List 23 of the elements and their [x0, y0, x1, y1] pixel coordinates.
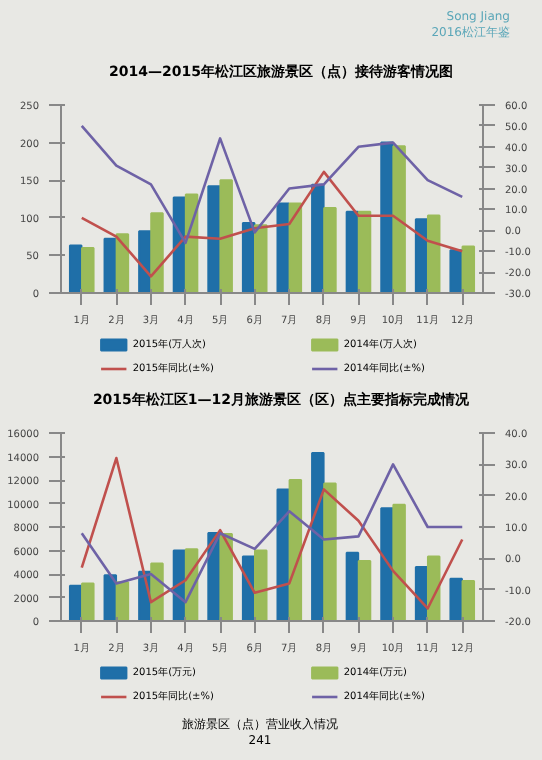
bar — [357, 210, 372, 293]
line-series — [80, 170, 464, 278]
bar — [254, 224, 268, 293]
bar — [81, 246, 95, 293]
line-series — [80, 124, 464, 245]
bar — [219, 179, 233, 293]
bar — [81, 582, 95, 621]
bar — [276, 202, 290, 293]
bar — [449, 577, 463, 621]
bar — [461, 580, 476, 621]
bar — [276, 488, 290, 621]
bar — [219, 533, 233, 621]
bar — [323, 207, 337, 293]
bar — [426, 214, 441, 293]
bar — [461, 245, 476, 293]
bar — [357, 560, 372, 621]
bar — [392, 145, 406, 293]
bar — [323, 482, 337, 621]
bar — [288, 202, 303, 293]
bar — [150, 212, 164, 293]
bar — [449, 249, 463, 293]
bar — [392, 503, 406, 621]
bar — [254, 549, 268, 621]
